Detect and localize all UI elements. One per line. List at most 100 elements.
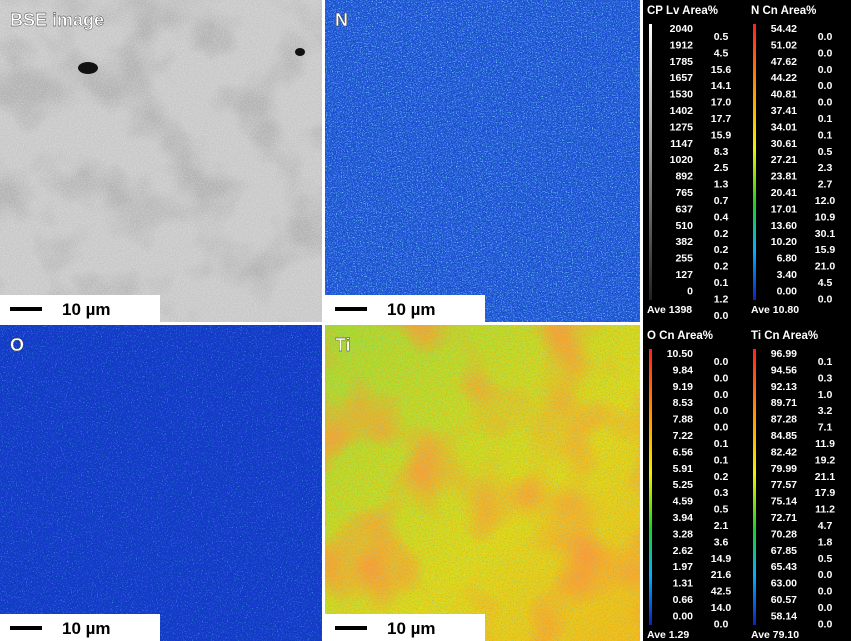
area-percent: 1.0 bbox=[818, 389, 833, 401]
color-bar bbox=[753, 349, 756, 625]
area-percent: 0.4 bbox=[714, 211, 729, 223]
level-value: 7.22 bbox=[673, 430, 694, 442]
area-percent: 3.6 bbox=[714, 536, 729, 548]
area-percent: 0.1 bbox=[818, 113, 833, 125]
area-percent: 21.0 bbox=[815, 261, 836, 273]
panel-label: O bbox=[10, 335, 24, 355]
area-percent: 21.1 bbox=[815, 471, 836, 483]
area-percent: 0.2 bbox=[714, 261, 729, 273]
area-percent: 0.0 bbox=[714, 372, 729, 384]
area-percent: 11.2 bbox=[815, 504, 835, 516]
panel-label: Ti bbox=[335, 335, 351, 355]
area-percent: 11.9 bbox=[815, 438, 835, 450]
level-value: 1147 bbox=[670, 138, 693, 150]
area-percent: 21.6 bbox=[711, 569, 732, 581]
area-percent: 4.5 bbox=[818, 277, 833, 289]
level-value: 51.02 bbox=[771, 39, 797, 51]
color-bar bbox=[649, 24, 652, 300]
level-value: 1.97 bbox=[673, 561, 694, 573]
area-percent: 0.3 bbox=[714, 487, 729, 499]
level-value: 0.66 bbox=[673, 594, 694, 606]
ti-map bbox=[325, 325, 640, 641]
level-value: 67.85 bbox=[771, 545, 797, 557]
panel-label: BSE image bbox=[10, 10, 104, 30]
scale-bar-label: 10 µm bbox=[62, 619, 111, 638]
legend-header: CP Lv Area% bbox=[647, 5, 718, 17]
level-value: 5.25 bbox=[673, 479, 694, 491]
level-value: 0.00 bbox=[673, 610, 694, 622]
area-percent: 15.9 bbox=[711, 129, 732, 141]
level-value: 13.60 bbox=[771, 220, 797, 232]
level-value: 30.61 bbox=[771, 138, 797, 150]
area-percent: 0.0 bbox=[714, 310, 729, 322]
eds-map-figure: BSE image10 µmN10 µmO10 µmTi10 µmCP Lv A… bbox=[0, 0, 851, 641]
area-percent: 0.1 bbox=[714, 277, 729, 289]
area-percent: 7.1 bbox=[818, 422, 833, 434]
level-value: 3.94 bbox=[673, 512, 694, 524]
level-value: 1785 bbox=[670, 56, 694, 68]
scale-bar-label: 10 µm bbox=[62, 300, 111, 319]
area-percent: 15.6 bbox=[711, 64, 732, 76]
o-map bbox=[0, 325, 322, 641]
level-value: 3.40 bbox=[777, 269, 798, 281]
area-percent: 2.3 bbox=[818, 162, 833, 174]
level-value: 1912 bbox=[670, 39, 694, 51]
n-map bbox=[325, 0, 640, 322]
level-value: 1275 bbox=[670, 121, 694, 133]
level-value: 0.00 bbox=[777, 285, 798, 297]
level-value: 63.00 bbox=[771, 578, 797, 590]
level-value: 1530 bbox=[670, 89, 694, 101]
average-value: Ave 1.29 bbox=[647, 629, 689, 641]
scale-bar bbox=[10, 626, 42, 630]
level-value: 54.42 bbox=[771, 23, 797, 35]
level-value: 0 bbox=[687, 285, 693, 297]
area-percent: 0.0 bbox=[818, 569, 833, 581]
level-value: 60.57 bbox=[771, 594, 797, 606]
area-percent: 0.3 bbox=[818, 372, 833, 384]
level-value: 89.71 bbox=[771, 397, 797, 409]
area-percent: 14.9 bbox=[711, 553, 732, 565]
area-percent: 17.0 bbox=[711, 97, 732, 109]
level-value: 510 bbox=[675, 220, 693, 232]
area-percent: 0.2 bbox=[714, 228, 729, 240]
area-percent: 0.0 bbox=[818, 602, 833, 614]
level-value: 40.81 bbox=[771, 89, 797, 101]
average-value: Ave 79.10 bbox=[751, 629, 799, 641]
level-value: 23.81 bbox=[771, 171, 797, 183]
area-percent: 0.7 bbox=[714, 195, 729, 207]
scale-bar bbox=[10, 307, 42, 311]
scale-bar-label: 10 µm bbox=[387, 619, 436, 638]
level-value: 6.56 bbox=[673, 446, 694, 458]
area-percent: 0.0 bbox=[818, 80, 833, 92]
level-value: 8.53 bbox=[673, 397, 694, 409]
level-value: 6.80 bbox=[777, 253, 798, 265]
area-percent: 2.7 bbox=[818, 179, 833, 191]
area-percent: 1.2 bbox=[714, 293, 729, 305]
level-value: 77.57 bbox=[771, 479, 797, 491]
area-percent: 4.7 bbox=[818, 520, 833, 532]
level-value: 82.42 bbox=[771, 446, 797, 458]
area-percent: 19.2 bbox=[815, 454, 836, 466]
area-percent: 0.0 bbox=[818, 618, 833, 630]
level-value: 47.62 bbox=[771, 56, 797, 68]
area-percent: 0.0 bbox=[714, 389, 729, 401]
level-value: 27.21 bbox=[771, 154, 797, 166]
figure-canvas: BSE image10 µmN10 µmO10 µmTi10 µmCP Lv A… bbox=[0, 0, 851, 641]
level-value: 10.50 bbox=[667, 348, 693, 360]
area-percent: 0.1 bbox=[818, 129, 833, 141]
level-value: 4.59 bbox=[673, 496, 694, 508]
area-percent: 10.9 bbox=[815, 211, 836, 223]
level-value: 7.88 bbox=[673, 414, 694, 426]
legend-header: N Cn Area% bbox=[751, 5, 816, 17]
level-value: 65.43 bbox=[771, 561, 797, 573]
area-percent: 0.2 bbox=[714, 471, 729, 483]
area-percent: 0.0 bbox=[818, 64, 833, 76]
level-value: 1020 bbox=[670, 154, 694, 166]
level-value: 637 bbox=[675, 203, 693, 215]
color-bar bbox=[649, 349, 652, 625]
level-value: 20.41 bbox=[771, 187, 797, 199]
area-percent: 2.5 bbox=[714, 162, 729, 174]
area-percent: 0.1 bbox=[714, 438, 729, 450]
area-percent: 0.5 bbox=[714, 31, 729, 43]
area-percent: 0.0 bbox=[714, 422, 729, 434]
